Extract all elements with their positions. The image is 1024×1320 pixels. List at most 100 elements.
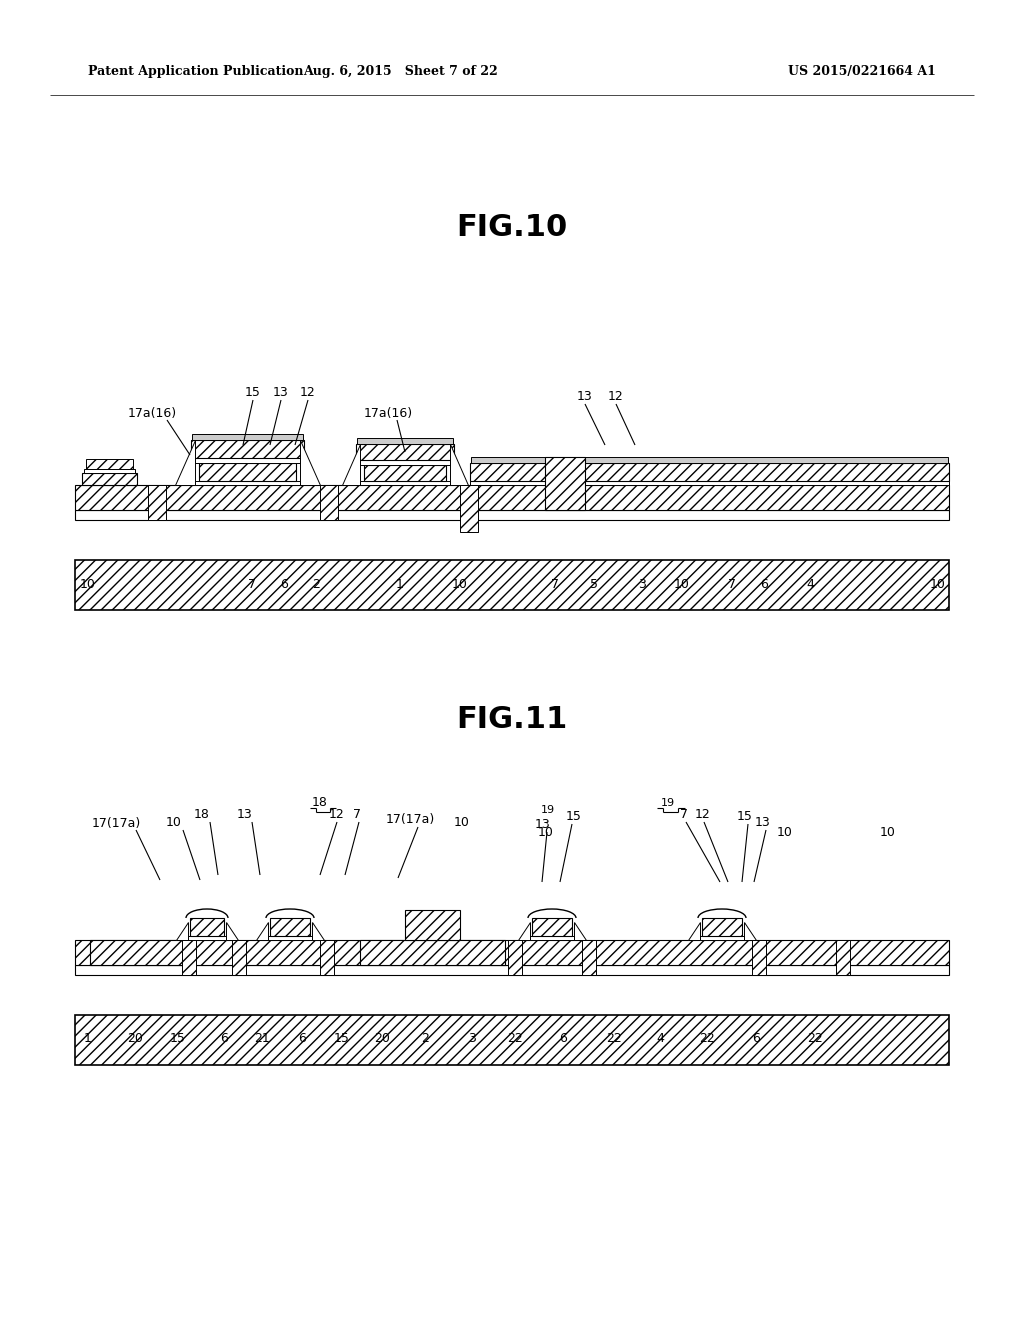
Text: 10: 10 [674, 578, 690, 591]
Bar [75, 484, 949, 510]
Text: US 2015/0221664 A1: US 2015/0221664 A1 [788, 66, 936, 78]
Text: 15: 15 [566, 810, 582, 824]
Bar [188, 936, 226, 940]
Text: 15: 15 [737, 810, 753, 824]
Text: 10: 10 [80, 578, 96, 591]
Bar [190, 917, 224, 936]
Bar [75, 560, 949, 610]
Text: 17(17a): 17(17a) [385, 813, 434, 826]
Polygon shape [226, 921, 238, 940]
Bar [471, 457, 948, 463]
Text: 12: 12 [300, 387, 315, 400]
Text: 15: 15 [170, 1031, 186, 1044]
Text: 3: 3 [468, 1031, 476, 1044]
Text: 13: 13 [755, 817, 771, 829]
Bar [90, 940, 185, 965]
Text: 2: 2 [312, 578, 319, 591]
Text: 1: 1 [84, 1031, 92, 1044]
Bar [545, 457, 585, 510]
Bar [191, 440, 304, 458]
Text: 13: 13 [536, 818, 551, 832]
Polygon shape [176, 921, 188, 940]
Text: 6: 6 [559, 1031, 567, 1044]
Polygon shape [450, 444, 468, 484]
Text: 12: 12 [329, 808, 345, 821]
Text: 22: 22 [699, 1031, 715, 1044]
Text: FIG.11: FIG.11 [457, 705, 567, 734]
Text: 10: 10 [538, 826, 554, 840]
Polygon shape [574, 921, 586, 940]
Bar [360, 459, 450, 465]
Bar [319, 484, 338, 520]
Text: 10: 10 [777, 826, 793, 840]
Text: 22: 22 [507, 1031, 523, 1044]
Bar [406, 909, 460, 940]
Text: Patent Application Publication: Patent Application Publication [88, 66, 303, 78]
Text: 19: 19 [541, 805, 555, 814]
Polygon shape [688, 921, 700, 940]
Text: 6: 6 [760, 578, 768, 591]
Text: 7: 7 [728, 578, 736, 591]
Text: 20: 20 [374, 1031, 390, 1044]
Bar [752, 940, 766, 975]
Text: 15: 15 [245, 387, 261, 400]
Text: 18: 18 [195, 808, 210, 821]
Bar [470, 480, 949, 484]
Text: 7: 7 [353, 808, 361, 821]
Bar [582, 940, 596, 975]
Text: 22: 22 [807, 1031, 823, 1044]
Bar [268, 936, 312, 940]
Text: 6: 6 [752, 1031, 760, 1044]
Text: 6: 6 [220, 1031, 228, 1044]
Text: 3: 3 [638, 578, 646, 591]
Bar [84, 469, 135, 473]
Text: 18: 18 [312, 796, 328, 809]
Bar [232, 940, 246, 975]
Bar [86, 459, 133, 469]
Polygon shape [342, 444, 360, 484]
Bar [470, 463, 949, 480]
Bar [508, 940, 522, 975]
Text: 13: 13 [273, 387, 289, 400]
Bar [199, 463, 296, 480]
Bar [530, 936, 574, 940]
Text: 15: 15 [334, 1031, 350, 1044]
Bar [360, 480, 450, 484]
Text: 19: 19 [660, 799, 675, 808]
Text: FIG.10: FIG.10 [457, 214, 567, 243]
Text: 17a(16): 17a(16) [127, 407, 176, 420]
Text: Aug. 6, 2015   Sheet 7 of 22: Aug. 6, 2015 Sheet 7 of 22 [303, 66, 498, 78]
Text: 10: 10 [452, 578, 468, 591]
Text: 17(17a): 17(17a) [91, 817, 140, 829]
Text: 10: 10 [454, 817, 470, 829]
Polygon shape [744, 921, 756, 940]
Bar [82, 473, 137, 484]
Polygon shape [175, 440, 195, 484]
Text: 4: 4 [656, 1031, 664, 1044]
Bar [75, 965, 949, 975]
Text: 13: 13 [578, 391, 593, 404]
Bar [702, 917, 742, 936]
Bar [356, 444, 454, 459]
Bar [75, 510, 949, 520]
Text: 22: 22 [606, 1031, 622, 1044]
Bar [193, 434, 303, 440]
Polygon shape [300, 440, 319, 484]
Bar [148, 484, 166, 520]
Text: 7: 7 [551, 578, 559, 591]
Text: 12: 12 [608, 391, 624, 404]
Text: 2: 2 [421, 1031, 429, 1044]
Bar [532, 917, 572, 936]
Bar [360, 940, 505, 965]
Text: 20: 20 [127, 1031, 143, 1044]
Bar [182, 940, 196, 975]
Text: 12: 12 [695, 808, 711, 821]
Text: 1: 1 [396, 578, 403, 591]
Text: 10: 10 [930, 578, 946, 591]
Bar [357, 438, 453, 444]
Text: 10: 10 [166, 817, 182, 829]
Bar [195, 458, 300, 463]
Text: 4: 4 [806, 578, 814, 591]
Bar [270, 917, 310, 936]
Text: 17a(16): 17a(16) [364, 407, 413, 420]
